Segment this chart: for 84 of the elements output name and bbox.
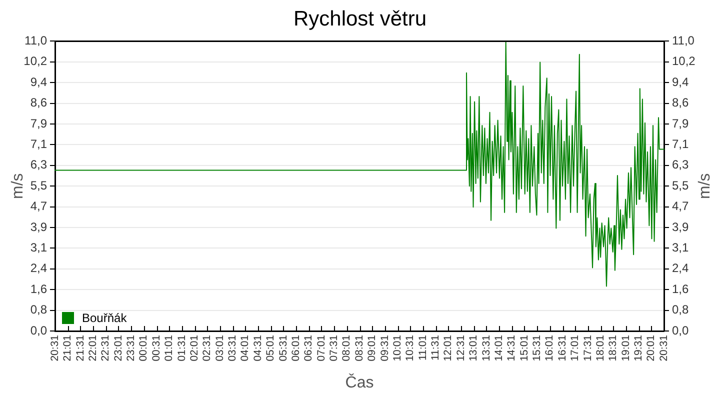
y-tick-label: 6,3 <box>30 158 48 172</box>
x-tick-label: 04:31 <box>252 334 264 362</box>
y2-tick-label: 9,4 <box>672 74 690 89</box>
x-tick-label: 10:31 <box>404 334 416 362</box>
chart-title: Rychlost větru <box>293 7 427 30</box>
x-tick-label: 07:01 <box>315 334 328 362</box>
y-tick-label: 5,5 <box>30 178 48 192</box>
y2-tick-label: 3,1 <box>672 240 690 255</box>
x-tick-label: 02:31 <box>201 334 214 362</box>
x-tick-label: 15:01 <box>518 334 530 362</box>
y2-tick-label: 1,6 <box>672 282 690 296</box>
y-tick-label: 2,4 <box>30 261 48 276</box>
y2-tick-label: 0,0 <box>672 323 690 338</box>
x-tick-label: 10:01 <box>391 334 404 362</box>
y2-tick-label: 5,5 <box>672 178 690 192</box>
x-tick-label: 20:31 <box>658 334 670 362</box>
y-tick-label: 3,1 <box>30 240 48 255</box>
y2-tick-label: 3,9 <box>672 220 690 234</box>
x-tick-label: 18:01 <box>594 334 606 362</box>
y2-tick-label: 6,3 <box>672 158 690 172</box>
x-tick-label: 08:01 <box>340 334 353 362</box>
x-tick-label: 12:31 <box>454 334 467 362</box>
x-tick-label: 18:31 <box>607 334 620 362</box>
x-tick-label: 08:31 <box>353 334 366 362</box>
x-tick-label: 09:31 <box>378 334 391 362</box>
x-tick-label: 15:31 <box>531 334 544 362</box>
y2-axis-title: m/s <box>696 173 714 199</box>
x-axis-title: Čas <box>345 373 374 392</box>
legend-label: Bouřňák <box>82 310 128 325</box>
x-tick-label: 22:01 <box>86 334 99 362</box>
x-tick-label: 21:01 <box>62 334 74 362</box>
x-tick-label: 19:31 <box>632 334 645 362</box>
y-tick-label: 4,7 <box>30 199 48 214</box>
x-tick-label: 03:01 <box>214 334 226 362</box>
x-tick-label: 16:31 <box>556 334 568 362</box>
y-tick-label: 0,0 <box>30 323 48 338</box>
x-tick-label: 13:01 <box>468 334 480 362</box>
y2-tick-label: 7,9 <box>672 116 690 130</box>
y-tick-label: 0,8 <box>30 302 48 317</box>
x-tick-label: 01:01 <box>163 334 176 362</box>
x-tick-label: 11:31 <box>430 334 442 360</box>
x-tick-label: 05:31 <box>277 334 290 362</box>
y2-tick-label: 7,1 <box>672 137 690 152</box>
x-tick-label: 12:01 <box>442 334 454 362</box>
x-tick-label: 19:01 <box>620 334 632 362</box>
x-tick-label: 04:01 <box>239 334 252 362</box>
x-tick-label: 20:31 <box>48 334 61 362</box>
x-tick-label: 22:31 <box>100 334 112 362</box>
x-tick-label: 09:01 <box>366 334 378 362</box>
x-tick-label: 01:31 <box>176 334 188 362</box>
x-tick-label: 20:01 <box>645 334 658 362</box>
y2-tick-label: 4,7 <box>672 199 690 214</box>
y-tick-label: 1,6 <box>30 282 48 296</box>
x-tick-label: 23:01 <box>112 334 124 362</box>
x-tick-label: 06:31 <box>302 334 315 362</box>
y2-tick-label: 8,6 <box>672 96 690 110</box>
x-tick-label: 14:31 <box>506 334 518 362</box>
x-tick-label: 07:31 <box>328 334 340 362</box>
y2-tick-label: 2,4 <box>672 261 690 276</box>
y-tick-label: 3,9 <box>30 220 48 234</box>
x-tick-label: 11:01 <box>416 334 429 360</box>
y-tick-label: 9,4 <box>30 74 48 89</box>
x-tick-label: 02:01 <box>188 334 200 362</box>
y-tick-label: 8,6 <box>30 96 48 110</box>
x-tick-label: 21:31 <box>74 334 86 362</box>
x-tick-label: 06:01 <box>290 334 302 362</box>
y2-tick-label: 0,8 <box>672 302 690 317</box>
x-tick-label: 17:31 <box>582 334 594 362</box>
x-tick-label: 05:01 <box>264 334 277 362</box>
x-tick-label: 23:31 <box>125 334 138 362</box>
y-tick-label: 7,1 <box>30 137 48 152</box>
y2-tick-label: 10,2 <box>672 54 696 68</box>
x-tick-label: 16:01 <box>544 334 556 362</box>
y-tick-label: 7,9 <box>30 116 48 130</box>
x-tick-label: 00:01 <box>138 334 150 362</box>
y-tick-label: 11,0 <box>24 34 48 48</box>
y2-tick-label: 11,0 <box>672 34 695 48</box>
x-tick-label: 13:31 <box>480 334 492 362</box>
x-tick-label: 03:31 <box>226 334 239 362</box>
x-tick-label: 00:31 <box>150 334 162 362</box>
x-tick-label: 17:01 <box>569 334 582 362</box>
y-axis-title: m/s <box>9 173 26 199</box>
x-tick-label: 14:01 <box>492 334 505 362</box>
y-tick-label: 10,2 <box>24 54 48 68</box>
